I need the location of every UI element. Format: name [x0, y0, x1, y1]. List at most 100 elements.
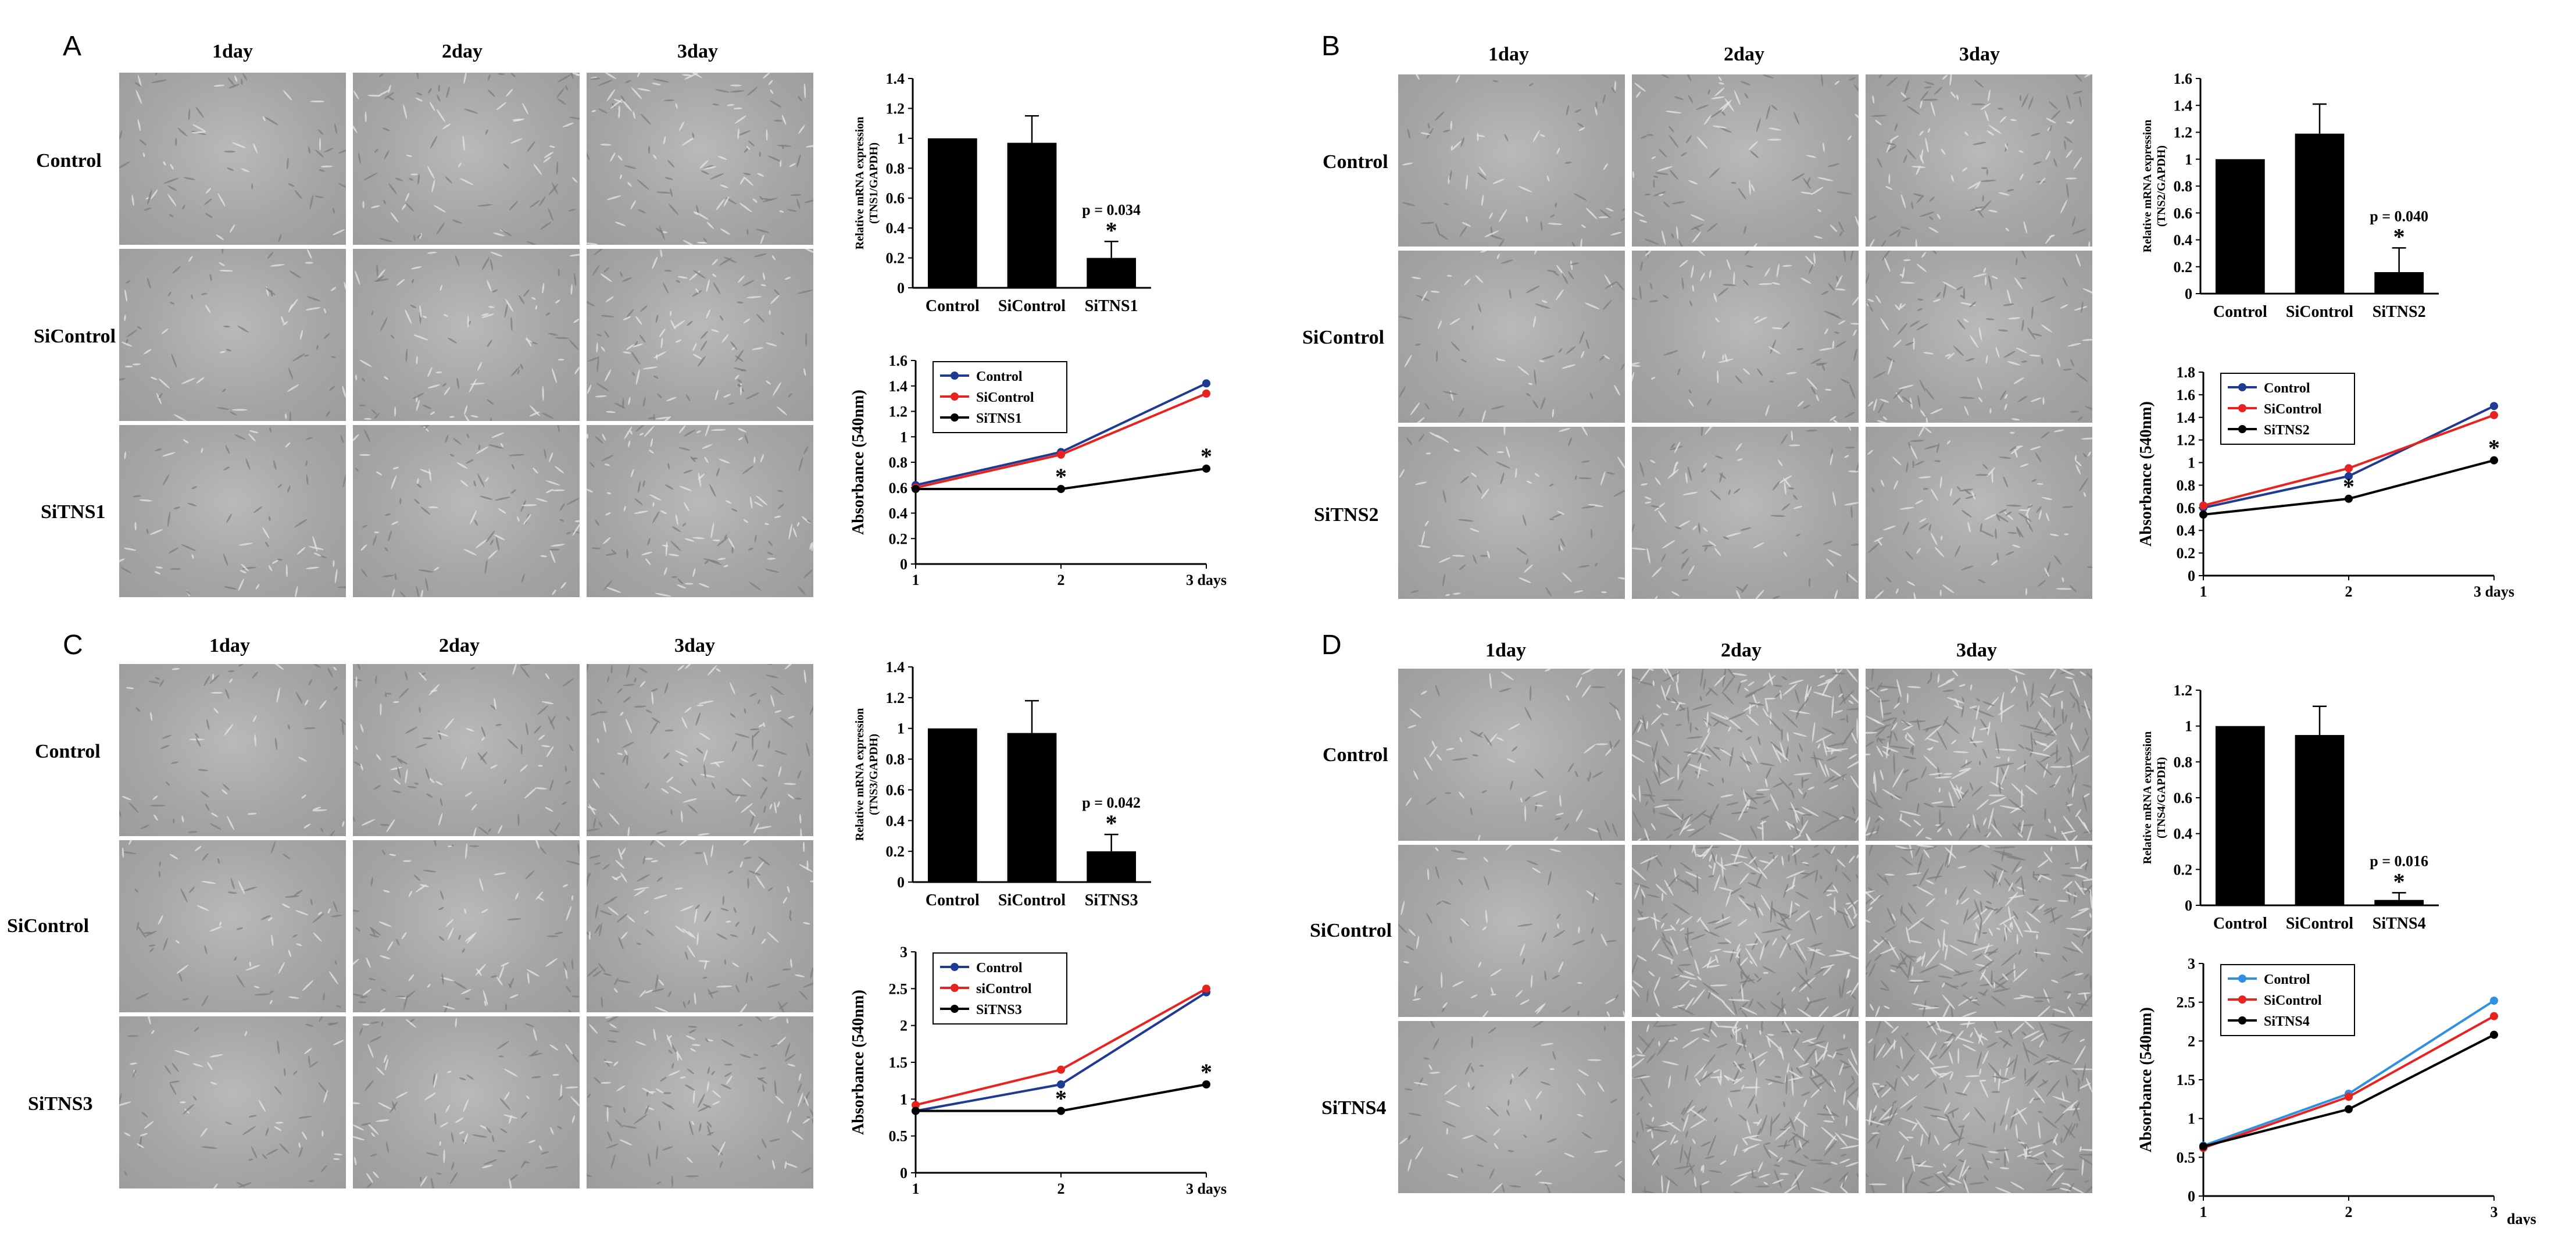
y-tick-label: 0.4	[886, 812, 905, 829]
significance-star: *	[2393, 223, 2405, 249]
data-point	[1202, 464, 1210, 473]
y-tick-label: 1.4	[886, 70, 905, 87]
day-label: 3day	[1959, 44, 2000, 65]
day-label: 3day	[677, 41, 718, 62]
line-chart: 0 0.2 0.4 0.6 0.8 1 1.2 1.4 1.6 1 2 3 days * * Control…	[849, 352, 1227, 588]
micrograph-image	[1398, 251, 1625, 423]
x-tick-label: SiControl	[998, 891, 1066, 909]
data-point	[1202, 389, 1210, 398]
y-tick-label: 3	[900, 944, 908, 961]
micrograph-image	[119, 425, 346, 597]
x-tick-label: SiTNS4	[2373, 915, 2426, 933]
micrograph-image	[1866, 845, 2092, 1017]
y-tick-label: 1.2	[889, 404, 908, 420]
y-tick-label: 0.5	[2177, 1149, 2196, 1166]
micrograph-image	[587, 664, 813, 836]
micrograph-image	[1866, 669, 2092, 841]
x-tick-label: SiControl	[2286, 303, 2353, 321]
y-tick-label: 0.4	[889, 505, 908, 522]
data-point	[1202, 984, 1210, 993]
day-label: 1day	[1485, 640, 1526, 661]
y-tick-label: 0.8	[886, 751, 905, 768]
micrograph-image	[353, 1016, 580, 1188]
micrograph-image	[353, 73, 580, 245]
legend-label: SiControl	[2264, 402, 2322, 417]
day-label: 3day	[1956, 640, 1997, 661]
y-tick-label: 0.6	[886, 781, 905, 798]
data-point	[2199, 1142, 2207, 1151]
x-tick-label: 1	[2200, 583, 2207, 600]
p-value-annotation: p = 0.034	[1082, 201, 1141, 218]
x-tick-label: 3 days	[1186, 572, 1227, 588]
legend-marker	[951, 413, 959, 422]
y-tick-label: 0.2	[886, 250, 905, 267]
data-point	[1057, 1106, 1065, 1115]
bar	[1087, 258, 1137, 288]
legend-label: Control	[976, 369, 1023, 384]
bar-chart: 0 0.2 0.4 0.6 0.8 1 1.2 Control SiControl SiTNS4 *…	[2141, 682, 2439, 933]
bar-chart: 0 0.2 0.4 0.6 0.8 1 1.2 1.4 Control SiControl SiTN…	[853, 659, 1151, 909]
y-tick-label: 0	[2185, 285, 2192, 302]
data-point	[2199, 501, 2207, 510]
y-tick-label: 1.2	[2174, 124, 2193, 141]
x-tick-label: SiTNS1	[1085, 297, 1138, 315]
legend-marker	[951, 372, 959, 380]
row-label: SiControl	[1310, 920, 1392, 941]
y-tick-label: 1.4	[889, 378, 908, 395]
x-axis-unit: days	[2507, 1211, 2536, 1225]
y-tick-label: 0.5	[889, 1128, 908, 1145]
p-value-annotation: p = 0.042	[1082, 794, 1141, 811]
x-tick-label: Control	[926, 891, 980, 909]
y-tick-label: 1	[897, 720, 905, 737]
y-tick-label: 1.2	[2174, 682, 2193, 699]
line-chart: 0 0.5 1 1.5 2 2.5 3 1 2 3 days Control SiControl SiTN…	[2137, 955, 2536, 1225]
significance-star: *	[1055, 463, 1067, 490]
y-tick-label: 1.2	[2177, 432, 2196, 449]
y-tick-label: 0.6	[886, 190, 905, 207]
micrograph-image	[1398, 427, 1625, 599]
micrograph-image	[587, 249, 813, 421]
micrograph-image	[1632, 427, 1859, 599]
bar	[2215, 159, 2265, 294]
legend-label: SiControl	[976, 390, 1034, 405]
micrograph-image	[1866, 1021, 2092, 1193]
bar	[2374, 272, 2424, 294]
y-axis-label: Absorbance (540nm)	[849, 390, 867, 535]
y-tick-label: 1	[2188, 455, 2195, 472]
micrograph-image	[119, 664, 346, 836]
legend-label: SiControl	[2264, 993, 2322, 1008]
y-tick-label: 0.8	[2174, 754, 2193, 770]
y-tick-label: 1.6	[2174, 70, 2193, 87]
y-tick-label: 2.5	[2177, 994, 2196, 1011]
significance-star: *	[1201, 1059, 1212, 1085]
y-tick-label: 0.2	[2174, 861, 2193, 878]
micrograph-image	[587, 840, 813, 1012]
data-point	[1057, 1080, 1065, 1088]
x-tick-label: Control	[926, 297, 980, 315]
y-tick-label: 0.8	[2177, 477, 2196, 494]
row-label: SiTNS1	[41, 501, 106, 523]
data-point	[2490, 456, 2498, 465]
data-point	[2490, 402, 2498, 411]
y-tick-label: 1	[2185, 151, 2192, 168]
legend-label: SiTNS3	[976, 1002, 1022, 1018]
y-axis-label: Absorbance (540nm)	[2137, 1007, 2155, 1152]
day-label: 2day	[442, 41, 483, 62]
y-tick-label: 0.6	[2177, 499, 2196, 516]
panel-letter: C	[63, 630, 83, 661]
x-tick-label: Control	[2213, 915, 2267, 933]
panel-letter: D	[1321, 630, 1342, 661]
row-label: SiTNS2	[1314, 504, 1379, 526]
micrograph-image	[119, 840, 346, 1012]
significance-star: *	[1201, 443, 1212, 469]
y-tick-label: 1.8	[2177, 364, 2196, 381]
micrograph-image	[587, 1016, 813, 1188]
data-point	[912, 1106, 920, 1115]
data-point	[1202, 379, 1210, 388]
y-tick-label: 1.6	[889, 352, 908, 369]
x-tick-label: 1	[912, 572, 920, 588]
line-chart: 0 0.5 1 1.5 2 2.5 3 1 2 3 days * * Control siControl S…	[849, 944, 1227, 1197]
y-tick-label: 0.4	[2174, 232, 2193, 249]
line-chart: 0 0.2 0.4 0.6 0.8 1 1.2 1.4 1.6 1.8 1 2 3 days * * Cont…	[2137, 364, 2514, 600]
data-point	[2345, 1105, 2353, 1113]
